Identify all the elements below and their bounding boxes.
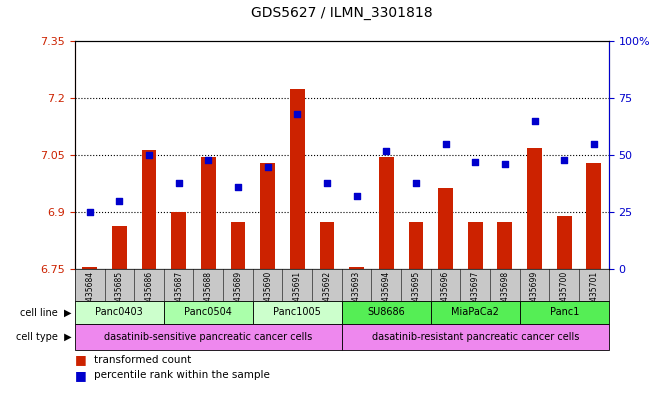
Text: GSM1435699: GSM1435699 [530, 271, 539, 322]
Text: MiaPaCa2: MiaPaCa2 [451, 307, 499, 318]
Text: ■: ■ [75, 369, 87, 382]
Bar [342, 324, 609, 350]
Text: GSM1435698: GSM1435698 [501, 271, 509, 322]
Bar [409, 222, 423, 269]
Point [173, 180, 184, 186]
Point [470, 159, 480, 165]
Bar [349, 267, 364, 269]
Bar [75, 324, 342, 350]
Text: GSM1435700: GSM1435700 [560, 271, 569, 322]
Bar [82, 267, 97, 269]
Point [589, 141, 599, 147]
Text: GSM1435694: GSM1435694 [381, 271, 391, 322]
Bar [230, 222, 245, 269]
Bar [587, 163, 602, 269]
Bar [142, 150, 156, 269]
Point [85, 209, 95, 215]
Text: GSM1435691: GSM1435691 [293, 271, 302, 322]
Bar [320, 222, 335, 269]
Text: GSM1435693: GSM1435693 [352, 271, 361, 322]
Bar [468, 222, 482, 269]
Point [529, 118, 540, 124]
Point [500, 161, 510, 167]
Point [233, 184, 243, 190]
Text: Panc0403: Panc0403 [96, 307, 143, 318]
Text: GSM1435688: GSM1435688 [204, 271, 213, 322]
Text: dasatinib-sensitive pancreatic cancer cells: dasatinib-sensitive pancreatic cancer ce… [104, 332, 312, 342]
Text: cell line  ▶: cell line ▶ [20, 307, 72, 318]
Bar [431, 301, 519, 324]
Bar [519, 301, 609, 324]
Bar [379, 157, 394, 269]
Point [203, 157, 214, 163]
Text: GDS5627 / ILMN_3301818: GDS5627 / ILMN_3301818 [251, 6, 432, 20]
Text: SU8686: SU8686 [367, 307, 405, 318]
Point [559, 157, 570, 163]
Text: GSM1435685: GSM1435685 [115, 271, 124, 322]
Point [440, 141, 450, 147]
Bar [438, 187, 453, 269]
Bar [112, 226, 127, 269]
Bar [497, 222, 512, 269]
Text: ■: ■ [75, 353, 87, 366]
Bar [527, 148, 542, 269]
Point [292, 111, 303, 118]
Text: transformed count: transformed count [94, 354, 191, 365]
Text: percentile rank within the sample: percentile rank within the sample [94, 370, 270, 380]
Bar [253, 301, 342, 324]
Bar [164, 301, 253, 324]
Bar [75, 301, 164, 324]
Text: GSM1435687: GSM1435687 [174, 271, 183, 322]
Text: cell type  ▶: cell type ▶ [16, 332, 72, 342]
Text: Panc0504: Panc0504 [184, 307, 232, 318]
Point [411, 180, 421, 186]
Bar [260, 163, 275, 269]
Point [381, 147, 391, 154]
Bar [201, 157, 215, 269]
Text: GSM1435695: GSM1435695 [411, 271, 421, 322]
Text: GSM1435701: GSM1435701 [589, 271, 598, 322]
Text: dasatinib-resistant pancreatic cancer cells: dasatinib-resistant pancreatic cancer ce… [372, 332, 579, 342]
Bar [342, 301, 431, 324]
Point [322, 180, 332, 186]
Text: GSM1435697: GSM1435697 [471, 271, 480, 322]
Text: Panc1: Panc1 [549, 307, 579, 318]
Point [144, 152, 154, 158]
Text: GSM1435692: GSM1435692 [322, 271, 331, 322]
Text: Panc1005: Panc1005 [273, 307, 321, 318]
Text: GSM1435684: GSM1435684 [85, 271, 94, 322]
Bar [557, 216, 572, 269]
Text: GSM1435686: GSM1435686 [145, 271, 154, 322]
Text: GSM1435690: GSM1435690 [263, 271, 272, 322]
Text: GSM1435696: GSM1435696 [441, 271, 450, 322]
Point [114, 198, 124, 204]
Bar [171, 212, 186, 269]
Text: GSM1435689: GSM1435689 [234, 271, 242, 322]
Point [262, 163, 273, 170]
Point [352, 193, 362, 199]
Bar [290, 89, 305, 269]
